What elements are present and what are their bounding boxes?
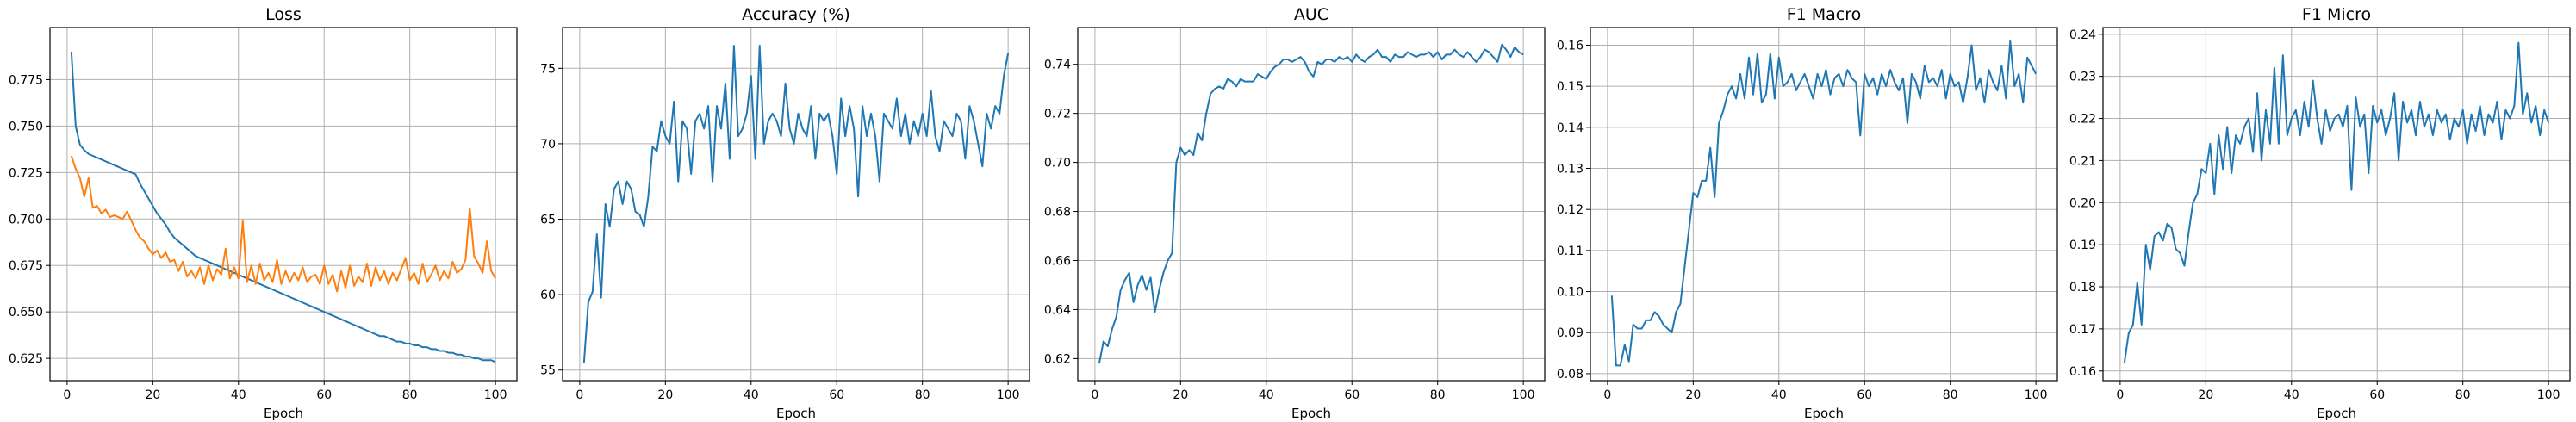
x-tick-label: 100 (484, 388, 507, 402)
y-tick-label: 0.775 (9, 73, 43, 87)
y-tick-label: 70 (540, 138, 556, 152)
x-tick-label: 20 (145, 388, 160, 402)
x-tick-label: 40 (744, 388, 759, 402)
series-line-1 (1610, 40, 2038, 367)
x-tick-label: 0 (2116, 388, 2124, 402)
series-line-1 (582, 45, 1010, 363)
x-tick-label: 40 (1771, 388, 1787, 402)
y-tick-label: 0.725 (9, 166, 43, 180)
plot-frame (562, 27, 1030, 382)
x-tick-label: 40 (2284, 388, 2299, 402)
x-tick-label: 20 (1685, 388, 1701, 402)
y-tick-label: 0.16 (2069, 365, 2096, 379)
y-tick-label: 0.18 (2069, 281, 2096, 295)
y-tick-label: 0.11 (1557, 245, 1584, 258)
x-tick-label: 40 (1259, 388, 1274, 402)
x-tick-label: 60 (2369, 388, 2385, 402)
y-tick-label: 0.22 (2069, 113, 2096, 127)
x-tick-label: 20 (657, 388, 673, 402)
plot-frame (1590, 27, 2058, 382)
x-tick-label: 60 (829, 388, 844, 402)
y-tick-label: 0.17 (2069, 323, 2096, 337)
series-line-2 (70, 155, 497, 293)
plot-frame (1077, 27, 1546, 382)
y-tick-label: 0.10 (1557, 286, 1584, 300)
y-tick-label: 0.13 (1557, 163, 1584, 177)
chart-panel-2: 0 20 40 60 80 100 55 60 65 70 75 Accuracy (%) Epoch (540, 5, 1030, 421)
y-tick-label: 0.675 (9, 259, 43, 273)
y-tick-label: 0.72 (1044, 108, 1071, 121)
y-tick-label: 0.12 (1557, 203, 1584, 217)
y-tick-label: 0.68 (1044, 206, 1071, 220)
x-tick-label: 0 (1091, 388, 1098, 402)
chart-title: AUC (1294, 5, 1328, 24)
x-tick-label: 0 (576, 388, 583, 402)
y-tick-label: 0.74 (1044, 59, 1071, 72)
y-tick-label: 0.15 (1557, 80, 1584, 94)
y-tick-label: 0.700 (9, 213, 43, 227)
x-tick-label: 100 (1512, 388, 1535, 402)
x-tick-label: 100 (2537, 388, 2560, 402)
y-tick-label: 0.08 (1557, 368, 1584, 382)
y-tick-label: 55 (540, 364, 556, 378)
y-tick-label: 0.21 (2069, 154, 2096, 168)
y-tick-label: 60 (540, 289, 556, 302)
y-tick-label: 0.14 (1557, 121, 1584, 135)
series-line-1 (2123, 41, 2550, 363)
x-tick-label: 80 (915, 388, 930, 402)
series-line-1 (1098, 43, 1524, 364)
y-tick-label: 0.23 (2069, 71, 2096, 84)
y-tick-label: 0.16 (1557, 40, 1584, 53)
y-tick-label: 0.62 (1044, 352, 1071, 366)
y-tick-label: 0.650 (9, 306, 43, 320)
x-tick-label: 80 (1430, 388, 1446, 402)
x-tick-label: 100 (997, 388, 1020, 402)
y-tick-label: 65 (540, 214, 556, 227)
x-tick-label: 60 (1344, 388, 1360, 402)
x-axis-label: Epoch (264, 406, 303, 421)
chart-title: F1 Macro (1787, 5, 1862, 24)
y-tick-label: 0.20 (2069, 196, 2096, 210)
y-tick-label: 0.24 (2069, 28, 2096, 42)
chart-panel-3: 0 20 40 60 80 100 0.62 0.64 0.66 0.68 0.70 0.72 0.74… (1044, 5, 1546, 421)
plot-frame (49, 27, 518, 382)
y-tick-label: 75 (540, 62, 556, 76)
x-axis-label: Epoch (1291, 406, 1331, 421)
x-axis-label: Epoch (2317, 406, 2356, 421)
y-tick-label: 0.70 (1044, 157, 1071, 171)
y-tick-label: 0.09 (1557, 326, 1584, 340)
x-tick-label: 0 (63, 388, 71, 402)
x-tick-label: 40 (231, 388, 246, 402)
x-tick-label: 0 (1603, 388, 1611, 402)
x-tick-label: 80 (1943, 388, 1958, 402)
chart-panel-1: 0 20 40 60 80 100 0.625 0.650 0.675 0.700 0.725 0.7… (9, 5, 518, 421)
chart-title: Loss (265, 5, 302, 24)
y-tick-label: 0.19 (2069, 239, 2096, 252)
x-tick-label: 100 (2025, 388, 2048, 402)
x-tick-label: 80 (402, 388, 418, 402)
y-tick-label: 0.64 (1044, 303, 1071, 317)
chart-title: F1 Micro (2302, 5, 2371, 24)
x-tick-label: 20 (2198, 388, 2213, 402)
chart-panel-4: 0 20 40 60 80 100 0.08 0.09 0.10 0.11 0.12 0.13 0.14… (1557, 5, 2058, 421)
x-tick-label: 80 (2455, 388, 2471, 402)
y-tick-label: 0.66 (1044, 254, 1071, 268)
x-tick-label: 60 (1857, 388, 1872, 402)
chart-title: Accuracy (%) (742, 5, 850, 24)
x-tick-label: 60 (316, 388, 332, 402)
plot-frame (2102, 27, 2571, 382)
y-tick-label: 0.750 (9, 120, 43, 133)
chart-panel-5: 0 20 40 60 80 100 0.16 0.17 0.18 0.19 0.20 0.21 0.22… (2069, 5, 2571, 421)
x-axis-label: Epoch (776, 406, 816, 421)
x-axis-label: Epoch (1804, 406, 1844, 421)
series-line-1 (70, 51, 496, 363)
x-tick-label: 20 (1173, 388, 1188, 402)
y-tick-label: 0.625 (9, 352, 43, 366)
